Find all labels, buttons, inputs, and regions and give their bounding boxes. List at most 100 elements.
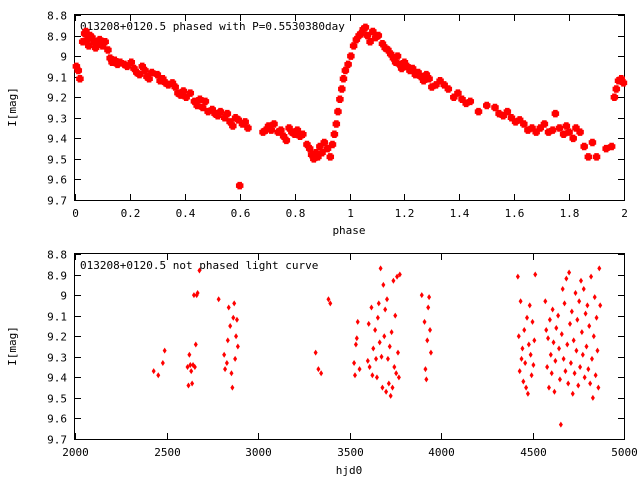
y-tick-label: 9.1 [47,311,67,324]
data-point [598,302,603,309]
data-point [381,281,386,288]
data-point [582,374,587,381]
data-point [127,58,136,67]
x-tick-label: 4000 [428,446,455,459]
data-point [352,372,357,379]
data-point [562,300,567,307]
x-tick-label: 2500 [154,446,181,459]
data-point [619,79,628,87]
data-point [101,37,109,46]
data-point [532,128,540,136]
data-points [72,23,628,190]
data-point [558,421,563,428]
data-point [374,374,379,381]
data-point [587,322,592,329]
data-point [328,300,333,307]
data-point [326,153,335,161]
data-point [580,142,588,151]
y-tick-label: 9.7 [47,195,67,208]
y-tick-label: 9.5 [47,154,67,167]
data-point [233,355,238,362]
data-point [171,83,179,91]
data-point [559,130,568,138]
data-point [224,359,229,366]
data-point [145,74,153,83]
data-point [583,310,588,317]
data-point [581,285,586,292]
data-point [428,349,433,356]
data-point [530,318,535,325]
data-point [395,273,400,280]
data-point [499,111,507,120]
data-point [450,93,458,101]
data-point [392,364,397,371]
data-point [316,366,321,373]
data-point [584,153,593,161]
data-point [426,304,431,311]
data-point [520,345,525,352]
data-point [338,85,346,93]
data-point [378,265,383,272]
data-point [564,275,569,282]
data-point [228,322,233,329]
data-point [588,380,593,387]
data-point [382,333,387,340]
data-point [425,74,433,83]
data-point [380,384,385,391]
y-tick-label: 9.3 [47,352,67,365]
data-point [594,314,599,321]
data-point [580,351,585,358]
data-point [191,292,196,299]
axis-ticks [75,15,625,201]
data-point [584,343,589,350]
data-point [84,42,93,50]
data-point [525,314,530,321]
data-point [187,351,192,358]
data-point [387,343,392,350]
data-point [201,97,210,106]
x-tick-label: 0.2 [121,207,141,220]
data-point [390,384,395,391]
data-point [394,370,399,377]
x-tick-label: 4500 [520,446,547,459]
data-point [551,339,556,346]
data-point [151,368,156,375]
data-point [519,355,524,362]
data-point [533,271,538,278]
data-point [216,107,225,116]
data-point [282,136,291,145]
data-point [588,138,597,147]
y-tick-label: 9 [60,51,67,64]
data-point [277,126,285,134]
data-point [552,388,557,395]
data-point [597,265,602,272]
y-tick-label: 9.1 [47,72,67,85]
data-point [235,181,244,190]
data-point [517,368,522,375]
data-point [574,347,579,354]
x-tick-label: 2 [621,207,628,220]
data-point [231,314,236,321]
data-point [197,267,202,274]
data-point [393,312,398,319]
data-point [590,394,595,401]
x-tick-label: 3000 [245,446,272,459]
phased-light-curve-panel: 0 0.2 0.4 0.6 0.8 1 1.2 1.4 1.6 1.8 2 8.8 8.9 9 9.1 9.2… [6,10,628,238]
data-point [554,325,559,331]
data-point [428,327,433,334]
data-point [156,372,161,379]
y-tick-label: 8.9 [47,270,67,283]
y-tick-label: 9.4 [47,133,67,146]
data-point [545,364,550,371]
data-point [419,292,424,299]
data-point [385,355,390,362]
data-point [162,347,167,354]
data-point [373,327,378,334]
y-tick-label: 9.7 [47,434,67,447]
data-point [229,370,234,377]
data-point [560,285,565,292]
data-point [555,124,564,132]
data-point [341,66,350,75]
data-point [229,122,237,130]
